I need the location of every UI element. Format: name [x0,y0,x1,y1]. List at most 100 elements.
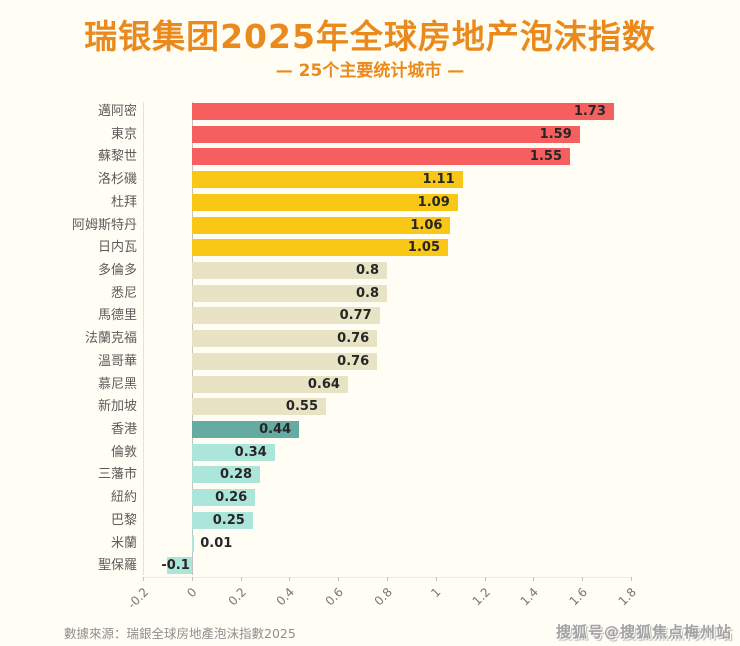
data-source-note: 數據來源：瑞銀全球房地產泡沫指數2025 [64,626,296,641]
bar-row: 香港 0.44 [0,418,740,441]
value-bar [191,443,275,461]
bar-row: 米蘭 0.01 [0,532,740,555]
x-tick-label: 1.6 [566,585,591,609]
value-label: -0.1 [161,558,190,574]
value-bar [191,216,451,234]
value-label: 0.55 [285,399,318,415]
value-bar [191,193,458,211]
value-label: 0.26 [215,490,248,506]
value-bar [191,262,387,279]
x-tick-label: -0.2 [124,585,151,612]
value-bar [191,489,256,507]
x-tick-mark [143,577,144,581]
city-label: 紐約 [110,490,137,506]
city-label: 阿姆斯特丹 [71,217,137,233]
city-label: 邁阿密 [97,104,137,119]
value-label: 0.76 [337,331,370,347]
city-label: 洛杉磯 [97,172,137,188]
x-tick-mark [240,577,242,581]
city-label: 三藩市 [97,467,137,483]
value-bar [167,557,192,575]
bar-row: 多倫多 0.8 [0,259,740,282]
value-bar [191,284,387,302]
bar-row: 慕尼黑 0.64 [0,373,740,396]
x-axis: -0.2 0 0.2 0.4 0.6 0.8 1 1.2 1.4 1.6 1.8 [0,577,740,619]
x-tick-label: 1 [428,585,444,601]
value-label: 0.01 [200,535,233,551]
x-tick-label: 0.8 [371,585,395,609]
value-bar [191,239,448,257]
value-bar [191,125,580,143]
value-bar [191,511,253,529]
city-label: 新加坡 [97,399,137,415]
value-label: 0.64 [307,376,340,392]
city-label: 法蘭克福 [84,331,137,347]
value-label: 1.11 [422,172,455,188]
bar-row: 馬德里 0.77 [0,304,740,327]
city-label: 慕尼黑 [97,376,137,392]
value-label: 0.77 [339,308,372,324]
bar-chart-plot-area: 邁阿密 1.73 東京 1.59 蘇黎世 1.55 洛杉磯 1.11 杜拜 1.09 阿姆斯特丹 1.… [0,100,740,577]
city-label: 蘇黎世 [97,149,137,165]
city-label: 悉尼 [110,285,137,301]
bar-row: 巴黎 0.25 [0,509,740,532]
bar-row: 悉尼 0.8 [0,282,740,305]
x-tick-label: 0.2 [225,585,249,609]
bar-row: 邁阿密 1.73 [0,100,740,123]
value-bar [191,307,380,325]
value-label: 1.73 [573,104,606,119]
city-label: 聖保羅 [97,558,137,574]
city-label: 溫哥華 [97,353,137,369]
bar-row: 法蘭克福 0.76 [0,327,740,350]
x-tick-mark [289,577,291,581]
value-bar [191,534,195,552]
page-subtitle: — 25个主要统计城市 — [275,61,465,81]
x-tick-label: 0 [184,585,200,601]
value-bar [191,171,463,189]
value-label: 0.34 [234,444,267,460]
y-axis-left-spine [143,102,144,575]
value-bar [191,148,570,166]
x-tick-label: 0.6 [322,585,347,609]
value-bar [191,330,378,348]
value-bar [191,352,378,370]
bar-row: 阿姆斯特丹 1.06 [0,214,740,237]
page-title: 瑞银集团2025年全球房地产泡沫指数 [84,17,656,56]
x-tick-mark [533,577,535,581]
city-label: 東京 [110,126,137,142]
x-tick-mark [631,577,632,581]
x-tick-label: 0.4 [273,585,298,609]
x-tick-label: 1.4 [517,585,542,609]
value-label: 0.8 [355,285,379,301]
sohu-watermark: 搜狐号@搜狐焦点梅州站 [555,623,732,641]
x-tick-mark [582,577,584,581]
city-label: 倫敦 [110,444,137,460]
city-label: 馬德里 [97,308,137,324]
value-bar [191,398,326,416]
x-tick-mark [387,577,388,581]
value-bar [191,103,614,120]
bar-row: 東京 1.59 [0,123,740,146]
bar-row: 倫敦 0.34 [0,441,740,464]
bar-row: 聖保羅 -0.1 [0,554,740,577]
x-tick-label: 1.2 [469,585,493,609]
x-tick-mark [484,577,486,581]
value-label: 0.44 [259,422,292,437]
value-label: 0.8 [355,263,379,278]
city-label: 米蘭 [110,535,137,551]
bar-row: 杜拜 1.09 [0,191,740,214]
x-tick-label: 1.8 [615,585,639,609]
value-label: 1.55 [529,149,562,165]
city-label: 多倫多 [97,263,137,278]
value-bar [191,375,348,393]
x-tick-mark [191,577,193,581]
bar-row: 溫哥華 0.76 [0,350,740,373]
value-label: 1.05 [407,240,440,256]
bar-row: 洛杉磯 1.11 [0,168,740,191]
value-label: 1.06 [410,217,443,233]
bar-row: 三藩市 0.28 [0,463,740,486]
bar-row: 蘇黎世 1.55 [0,145,740,168]
city-label: 日内瓦 [97,240,137,256]
bar-row: 日内瓦 1.05 [0,236,740,259]
